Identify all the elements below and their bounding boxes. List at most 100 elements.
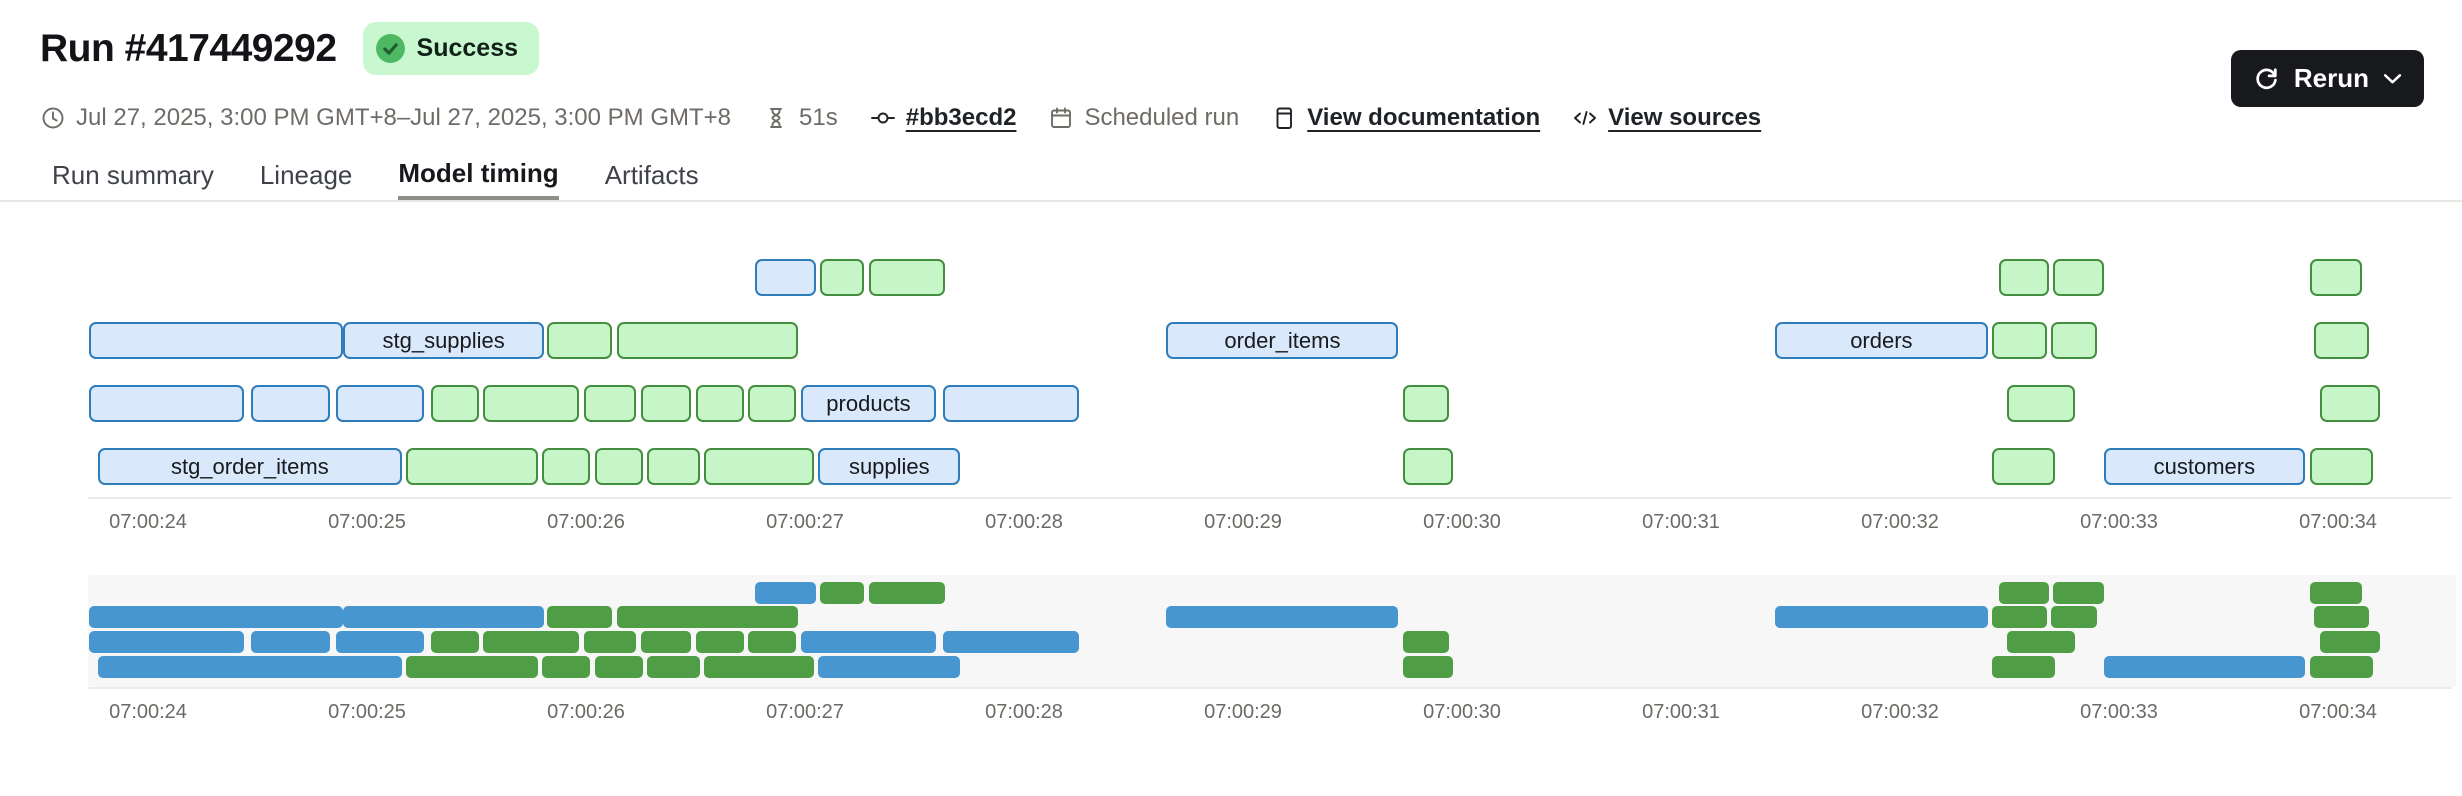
minimap-bar[interactable] [1402,656,1454,678]
minimap-bar[interactable] [430,631,479,653]
axis-tick-label: 07:00:30 [1423,701,1501,723]
minimap-bar[interactable] [2309,656,2374,678]
gantt-bar[interactable] [483,385,580,422]
gantt-bar[interactable] [2007,385,2076,422]
gantt-bar[interactable] [1991,448,2056,485]
gantt-bar[interactable] [640,385,692,422]
gantt-bar[interactable] [1991,322,2047,359]
minimap-bar[interactable] [1991,606,2047,628]
axis-tick-label: 07:00:27 [766,511,844,533]
minimap-bar[interactable] [88,631,245,653]
tab-run-summary[interactable]: Run summary [52,159,214,190]
gantt-bar[interactable] [594,448,643,485]
gantt-bar[interactable] [2053,259,2104,296]
minimap-bar[interactable] [1402,631,1449,653]
gantt-bar-products[interactable]: products [800,385,937,422]
gantt-bar[interactable] [2320,385,2380,422]
minimap-bar[interactable] [647,656,700,678]
gantt-bar[interactable] [704,448,814,485]
minimap-bar[interactable] [2309,582,2363,604]
tab-lineage[interactable]: Lineage [259,159,353,190]
minimap-bar-stg_order_items[interactable] [97,656,403,678]
gantt-bar[interactable] [430,385,479,422]
minimap-bar[interactable] [88,606,343,628]
gantt-bar[interactable] [754,259,816,296]
gantt-bar[interactable] [88,385,245,422]
gantt-bar[interactable] [647,448,700,485]
minimap-bar[interactable] [2053,582,2104,604]
minimap-bar-orders[interactable] [1775,606,1988,628]
gantt-bar-customers[interactable]: customers [2103,448,2306,485]
gantt-bar-stg_supplies[interactable]: stg_supplies [342,322,545,359]
rerun-button[interactable]: Rerun [2230,50,2424,107]
gantt-bar[interactable] [868,259,946,296]
minimap-bar[interactable] [2007,631,2076,653]
minimap-bar[interactable] [594,656,643,678]
gantt-bar[interactable] [820,259,865,296]
minimap-bar[interactable] [942,631,1079,653]
view-documentation-link[interactable]: View documentation [1271,104,1540,132]
minimap-bar[interactable] [704,656,814,678]
minimap-bar-supplies[interactable] [818,656,961,678]
gantt-bar-label: order_items [1224,327,1341,353]
gantt-bar[interactable] [616,322,799,359]
gantt-bar-orders[interactable]: orders [1775,322,1988,359]
minimap-bar[interactable] [546,606,613,628]
minimap-bar-order_items[interactable] [1166,606,1399,628]
minimap-bar[interactable] [820,582,865,604]
run-dates: Jul 27, 2025, 3:00 PM GMT+8–Jul 27, 2025… [40,104,731,132]
minimap-bar[interactable] [583,631,637,653]
minimap-bar[interactable] [250,631,330,653]
gantt-bar[interactable] [583,385,637,422]
view-sources-text: View sources [1608,104,1762,131]
minimap-bar[interactable] [1991,656,2056,678]
tab-model-timing[interactable]: Model timing [398,150,559,200]
trigger-type-text: Scheduled run [1084,104,1240,131]
minimap-bar-customers[interactable] [2103,656,2306,678]
gantt-bar[interactable] [2051,322,2098,359]
minimap-bar[interactable] [406,656,538,678]
minimap-bar[interactable] [640,631,692,653]
view-documentation-text: View documentation [1307,104,1541,131]
gantt-bar[interactable] [250,385,330,422]
view-sources-link[interactable]: View sources [1572,104,1761,132]
commit-link[interactable]: #bb3ecd2 [870,104,1016,132]
gantt-bar[interactable] [1998,259,2049,296]
gantt-bar[interactable] [1402,385,1449,422]
gantt-bar[interactable] [88,322,343,359]
minimap-bar-stg_supplies[interactable] [342,606,545,628]
gantt-bar[interactable] [942,385,1079,422]
gantt-bar[interactable] [406,448,538,485]
gantt-bar[interactable] [748,385,797,422]
gantt-bar[interactable] [336,385,424,422]
minimap-bar[interactable] [483,631,580,653]
minimap-bar[interactable] [754,582,816,604]
minimap-bar[interactable] [2051,606,2098,628]
minimap-bar[interactable] [542,656,591,678]
success-check-icon [375,34,405,63]
axis-tick-label: 07:00:25 [328,511,406,533]
gantt-bar[interactable] [2309,259,2363,296]
gantt-bar[interactable] [1402,448,1454,485]
minimap-bar[interactable] [616,606,799,628]
minimap-bar[interactable] [868,582,946,604]
gantt-bar[interactable] [542,448,591,485]
minimap-bar[interactable] [336,631,424,653]
gantt-bar[interactable] [2313,322,2369,359]
minimap-bar-products[interactable] [800,631,937,653]
gantt-bar[interactable] [695,385,744,422]
minimap-bar[interactable] [695,631,744,653]
minimap-bar[interactable] [2313,606,2369,628]
gantt-bar[interactable] [2309,448,2374,485]
tab-artifacts[interactable]: Artifacts [604,159,699,190]
gantt-bar-supplies[interactable]: supplies [818,448,961,485]
minimap-bar[interactable] [1998,582,2049,604]
detail-axis-labels: 07:00:24 07:00:25 07:00:26 07:00:27 07:00:28… [0,511,2462,537]
minimap-bar[interactable] [2320,631,2380,653]
gantt-bar-label: customers [2153,453,2256,479]
gantt-bar[interactable] [546,322,613,359]
gantt-bar-stg_order_items[interactable]: stg_order_items [97,448,403,485]
run-meta: Jul 27, 2025, 3:00 PM GMT+8–Jul 27, 2025… [40,98,1761,138]
gantt-bar-order_items[interactable]: order_items [1166,322,1399,359]
minimap-bar[interactable] [748,631,797,653]
